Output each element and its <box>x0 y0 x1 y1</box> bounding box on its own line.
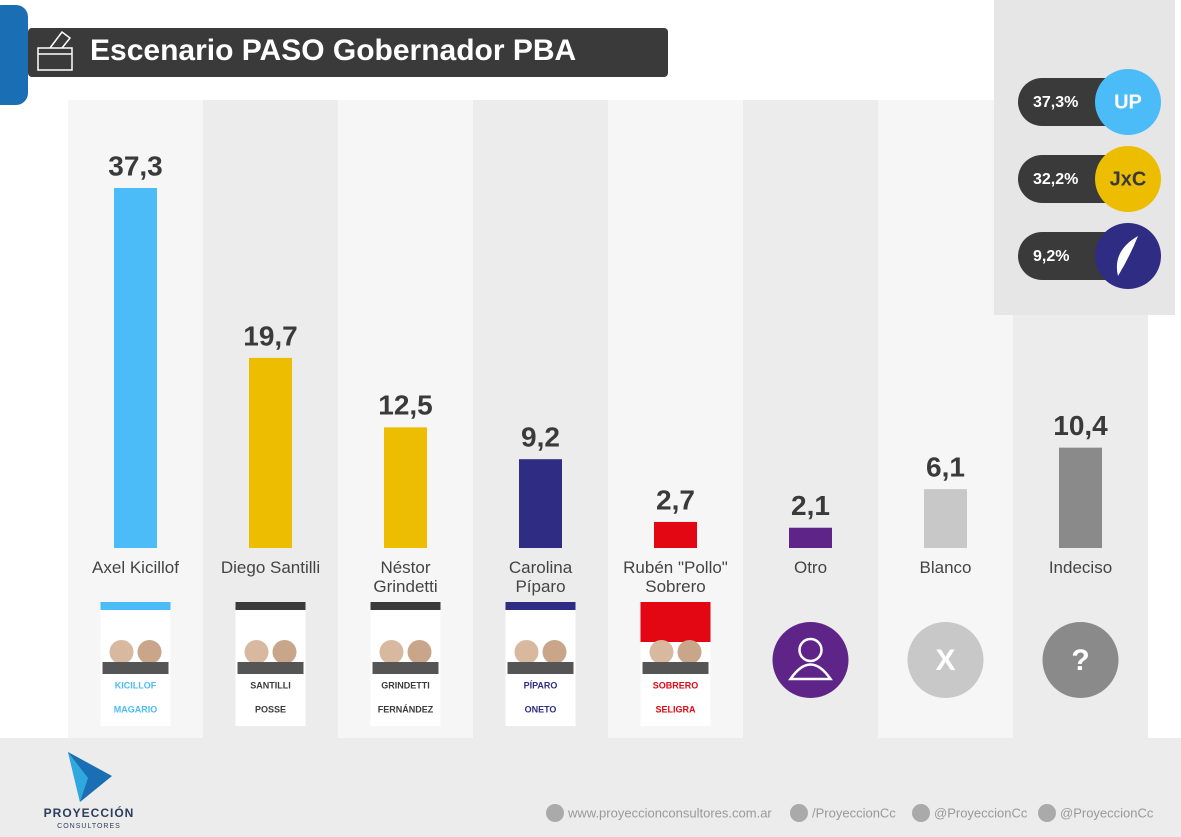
footer-link: @ProyeccionCc <box>1060 805 1154 820</box>
legend-logo-text: UP <box>1114 91 1142 113</box>
value-label: 2,1 <box>791 490 830 521</box>
bar <box>924 489 967 548</box>
icon-circle <box>907 622 984 698</box>
card-name: SELIGRA <box>655 704 696 714</box>
card-name: PÍPARO <box>524 680 558 690</box>
icon-circle <box>1042 622 1119 698</box>
chart-title: Escenario PASO Gobernador PBA <box>90 34 576 67</box>
shoulders <box>237 662 304 674</box>
face <box>514 640 539 664</box>
category-label: Otro <box>793 558 828 577</box>
value-label: 6,1 <box>926 452 965 483</box>
bar <box>654 521 697 548</box>
category-label: Axel Kicillof <box>92 558 179 577</box>
card-header <box>370 602 441 610</box>
social-icon <box>1038 804 1056 822</box>
category-label: Carolina Píparo <box>508 558 573 596</box>
card-header <box>100 602 171 610</box>
card-name: POSSE <box>255 704 286 714</box>
legend-logo <box>1095 146 1161 212</box>
bar <box>1059 447 1102 548</box>
card-header <box>235 602 306 610</box>
face <box>542 640 567 664</box>
legend-label: 9,2% <box>1033 248 1069 265</box>
icon-text: X <box>935 644 955 677</box>
shoulders <box>507 662 574 674</box>
bar <box>249 357 292 548</box>
shoulders <box>372 662 439 674</box>
card-name: SANTILLI <box>250 680 291 690</box>
footer-link: www.proyeccionconsultores.com.ar <box>567 805 772 820</box>
face <box>407 640 432 664</box>
social-icon <box>546 804 564 822</box>
legend-logo <box>1095 69 1161 135</box>
card-name: MAGARIO <box>114 704 158 714</box>
face <box>272 640 297 664</box>
value-label: 10,4 <box>1053 410 1108 441</box>
social-icon <box>912 804 930 822</box>
face <box>379 640 404 664</box>
legend-logo-text: JxC <box>1110 168 1147 190</box>
category-label: Diego Santilli <box>220 558 321 577</box>
card-name: ONETO <box>525 704 557 714</box>
face <box>244 640 269 664</box>
bar <box>384 427 427 548</box>
legend-logo-feather <box>1116 236 1138 276</box>
side-tab <box>0 5 28 105</box>
brand-sub: CONSULTORES <box>57 823 121 830</box>
legend-label: 37,3% <box>1033 94 1078 111</box>
category-label: Rubén "Pollo" Sobrero <box>623 558 728 596</box>
value-label: 37,3 <box>108 150 163 181</box>
card-name: KICILLOF <box>115 680 157 690</box>
value-label: 9,2 <box>521 422 560 453</box>
face <box>109 640 134 664</box>
face <box>677 640 702 664</box>
legend-label: 32,2% <box>1033 171 1078 188</box>
category-label: Blanco <box>919 558 972 577</box>
card-header <box>505 602 576 610</box>
icon-text: ? <box>1071 644 1089 677</box>
card-header <box>640 602 711 642</box>
title-box <box>28 28 668 77</box>
card-name: SOBRERO <box>653 680 699 690</box>
person-body <box>788 663 833 681</box>
category-label: Indeciso <box>1048 558 1113 577</box>
footer-band <box>0 738 1181 837</box>
social-icon <box>790 804 808 822</box>
ballot-icon <box>37 30 73 71</box>
bar <box>519 459 562 548</box>
category-label: Néstor Grindetti <box>373 558 438 596</box>
card-name: FERNÁNDEZ <box>378 704 434 714</box>
shoulders <box>642 662 709 674</box>
value-label: 2,7 <box>656 484 695 515</box>
person-head <box>798 637 823 663</box>
value-label: 12,5 <box>378 390 433 421</box>
footer-logo <box>68 752 112 802</box>
face <box>649 640 674 664</box>
bar <box>789 527 832 548</box>
footer-link: @ProyeccionCc <box>934 805 1028 820</box>
bar <box>114 188 157 548</box>
shoulders <box>102 662 169 674</box>
value-label: 19,7 <box>243 320 298 351</box>
footer-link: /ProyeccionCc <box>812 805 896 820</box>
brand: PROYECCIÓN <box>44 805 135 820</box>
face <box>137 640 162 664</box>
card-name: GRINDETTI <box>381 680 430 690</box>
